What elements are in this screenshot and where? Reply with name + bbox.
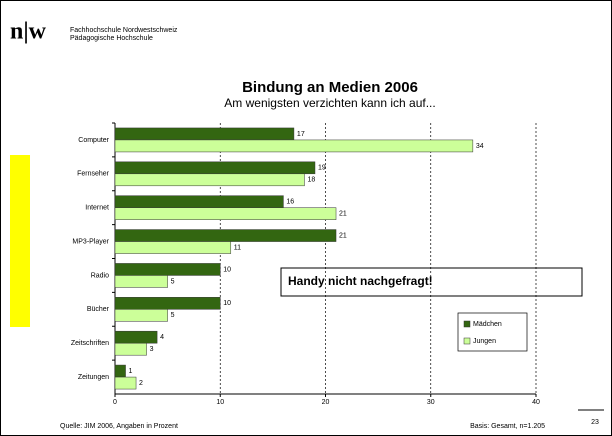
data-label: 34 [476, 143, 484, 150]
bar [114, 376, 137, 390]
basis: Basis: Gesamt, n=1.205 [470, 423, 545, 430]
data-label: 11 [234, 244, 241, 251]
data-label: 10 [223, 266, 231, 273]
logo: n|w [10, 19, 47, 45]
bar [114, 139, 474, 153]
legend-swatch [463, 337, 471, 345]
bar [114, 195, 284, 208]
bar [114, 263, 221, 276]
bar [114, 275, 168, 288]
header-line: Fachhochschule Nordwestschweiz [70, 27, 178, 34]
bar [114, 297, 221, 310]
y-tick-label: Zeitungen [78, 374, 109, 381]
source: Quelle: JIM 2006, Angaben in Prozent [60, 423, 178, 430]
data-label: 5 [171, 312, 175, 319]
y-tick-label: Zeitschriften [71, 340, 109, 347]
data-label: 17 [297, 131, 305, 138]
legend-label: Mädchen [473, 321, 502, 328]
bar [114, 127, 295, 141]
data-label: 2 [139, 380, 143, 387]
data-label: 1 [129, 368, 133, 375]
annotation-box [280, 267, 583, 297]
data-label: 5 [171, 278, 175, 285]
bar [114, 309, 168, 322]
y-tick-label: Fernseher [77, 171, 110, 178]
data-label: 4 [160, 334, 164, 341]
bar [114, 364, 126, 378]
x-tick-label: 20 [322, 399, 330, 406]
data-label: 3 [150, 346, 154, 353]
data-label: 21 [339, 232, 347, 239]
header-line: Pädagogische Hochschule [70, 35, 153, 42]
x-tick-label: 10 [216, 399, 224, 406]
annotation: Handy nicht nachgefragt! [288, 274, 433, 288]
bar [114, 330, 158, 344]
chart-subtitle: Am wenigsten verzichten kann ich auf... [224, 96, 435, 110]
data-label: 21 [339, 211, 347, 218]
bar [114, 207, 337, 220]
bar [114, 173, 305, 187]
y-tick-label: Bücher [87, 306, 110, 313]
data-label: 10 [223, 300, 231, 307]
data-label: 18 [307, 177, 315, 184]
x-tick-label: 0 [113, 399, 117, 406]
legend-label: Jungen [473, 338, 496, 345]
x-tick-label: 40 [532, 399, 540, 406]
y-tick-label: Internet [85, 205, 109, 212]
bar [114, 161, 316, 175]
y-tick-label: Radio [91, 272, 109, 279]
legend-swatch [463, 320, 471, 328]
data-label: 16 [286, 199, 294, 206]
page-number: 23 [591, 419, 599, 426]
chart-title: Bindung an Medien 2006 [242, 79, 418, 96]
accent-bar [10, 155, 30, 327]
bar [114, 241, 232, 254]
y-tick-label: MP3-Player [72, 238, 109, 245]
x-tick-label: 30 [427, 399, 435, 406]
y-tick-label: Computer [78, 137, 109, 144]
bar [114, 229, 337, 242]
legend-box [457, 312, 528, 352]
bar [114, 342, 147, 356]
data-label: 19 [318, 165, 326, 172]
